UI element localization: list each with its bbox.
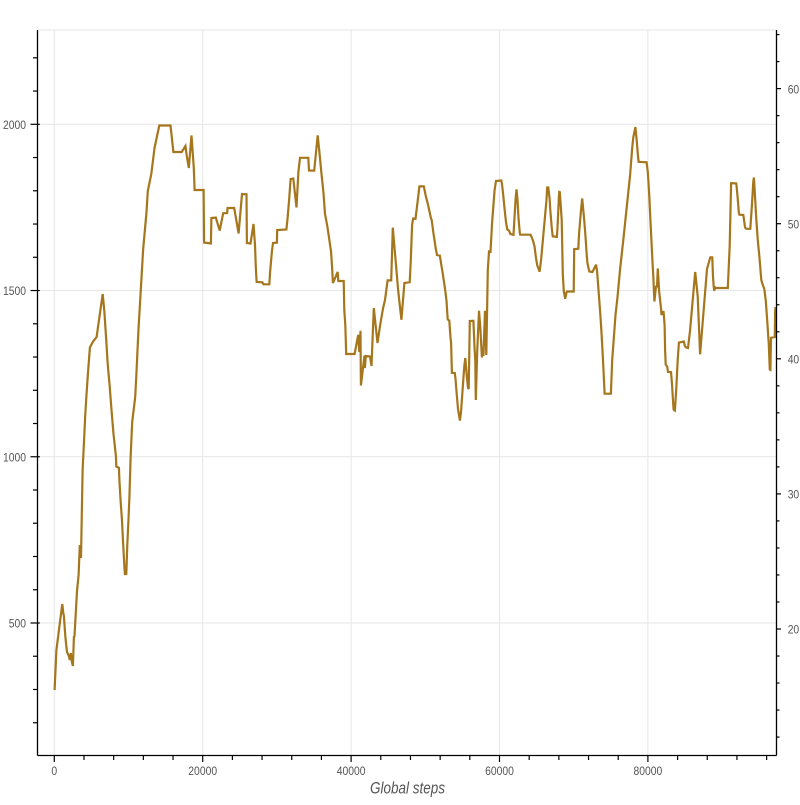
svg-text:20: 20 [788,623,800,637]
svg-text:40: 40 [788,353,800,367]
svg-text:1500: 1500 [3,284,26,298]
svg-text:0: 0 [51,764,57,778]
svg-text:500: 500 [9,617,26,631]
svg-text:Global steps: Global steps [370,780,445,798]
svg-text:20000: 20000 [188,764,217,778]
svg-text:60: 60 [788,82,800,96]
svg-text:1000: 1000 [3,450,26,464]
svg-text:80000: 80000 [634,764,663,778]
svg-text:60000: 60000 [485,764,514,778]
svg-text:50: 50 [788,217,800,231]
svg-text:40000: 40000 [337,764,366,778]
svg-text:30: 30 [788,488,800,502]
svg-text:2000: 2000 [3,118,26,132]
